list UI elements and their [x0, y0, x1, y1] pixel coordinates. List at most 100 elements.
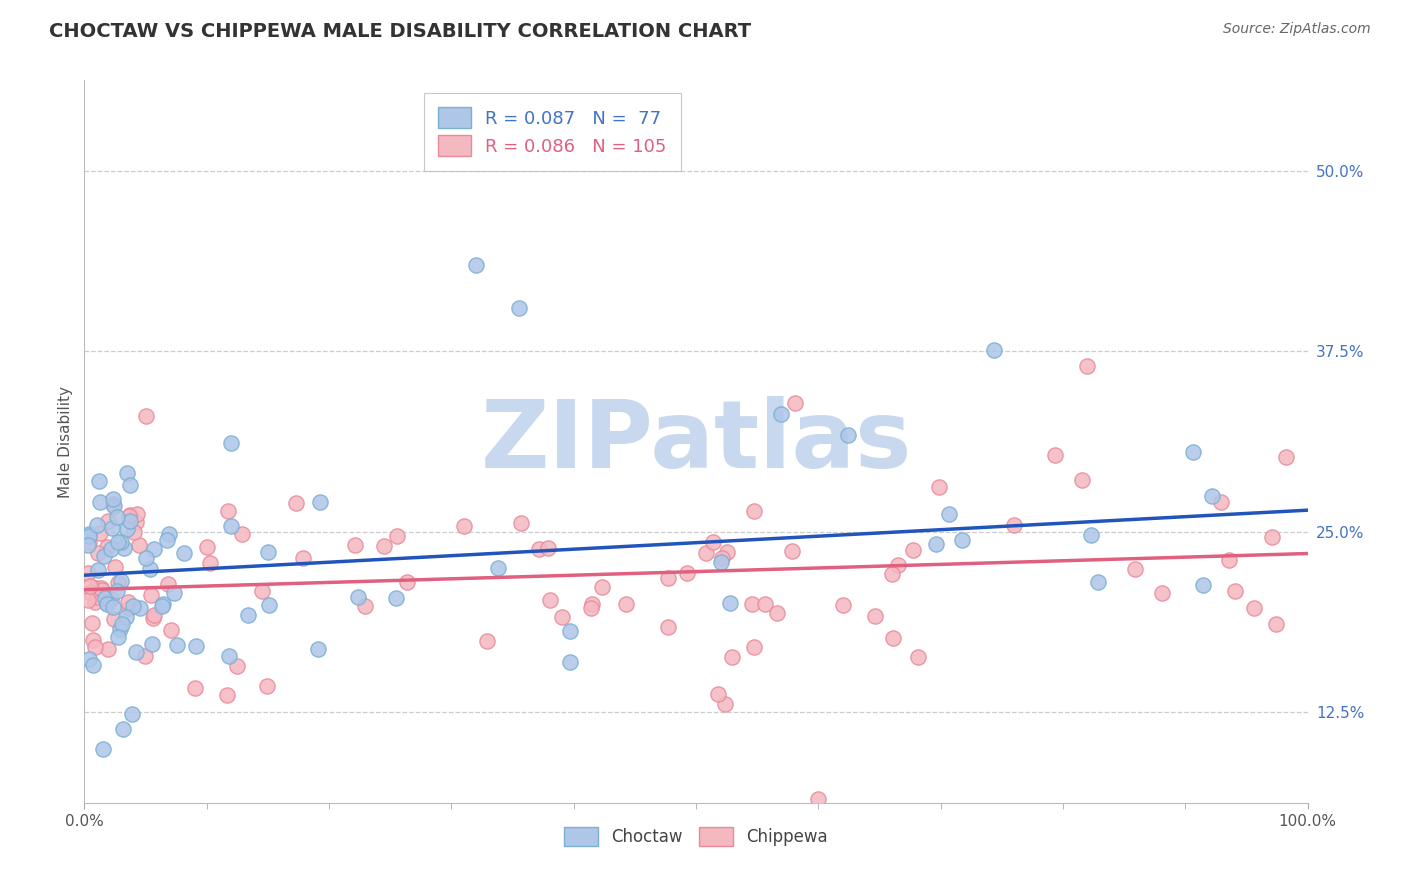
Point [882, 567, 904, 582]
Point [93, 742, 115, 756]
Point [118, 509, 141, 524]
Point [221, 519, 243, 533]
Point [702, 535, 724, 549]
Point [82, 632, 104, 647]
Point [94, 595, 117, 609]
Point [96, 597, 118, 611]
Point [90, 581, 112, 595]
Point [558, 624, 581, 638]
Point [101, 600, 124, 615]
Point [831, 598, 853, 612]
Point [77, 652, 100, 666]
Point [558, 655, 581, 669]
Point [676, 566, 699, 580]
Point [117, 594, 139, 608]
Point [706, 687, 728, 701]
Point [780, 544, 803, 558]
Point [157, 527, 180, 541]
Point [1080, 527, 1102, 541]
Point [100, 542, 122, 557]
Point [103, 499, 125, 513]
Point [1211, 495, 1233, 509]
Point [129, 600, 152, 615]
Point [134, 648, 156, 663]
Point [1076, 359, 1098, 373]
Point [591, 580, 613, 594]
Point [217, 504, 239, 518]
Point [716, 544, 738, 558]
Point [695, 546, 717, 560]
Point [713, 697, 735, 711]
Point [938, 507, 960, 521]
Point [925, 537, 948, 551]
Point [863, 609, 886, 624]
Point [218, 649, 240, 664]
Point [950, 533, 973, 548]
Point [101, 491, 124, 506]
Point [91, 583, 114, 598]
Point [89, 495, 111, 509]
Point [83, 640, 105, 654]
Point [581, 600, 603, 615]
Point [110, 535, 132, 549]
Point [111, 722, 134, 736]
Point [108, 622, 131, 636]
Point [77, 593, 100, 607]
Point [103, 612, 125, 626]
Text: ZIPatlas: ZIPatlas [481, 395, 911, 488]
Legend: Choctaw, Chippewa: Choctaw, Chippewa [554, 817, 838, 856]
Point [231, 526, 253, 541]
Point [173, 546, 195, 560]
Point [97, 514, 120, 528]
Point [159, 623, 181, 637]
Point [742, 640, 765, 655]
Point [86, 590, 108, 604]
Point [89, 525, 111, 540]
Point [887, 558, 910, 573]
Point [250, 583, 273, 598]
Point [122, 524, 145, 539]
Point [1223, 584, 1246, 599]
Point [581, 597, 603, 611]
Point [156, 533, 179, 547]
Point [509, 516, 531, 530]
Point [142, 611, 165, 625]
Point [1043, 448, 1066, 462]
Point [907, 649, 929, 664]
Point [464, 258, 486, 272]
Point [657, 620, 679, 634]
Point [141, 636, 163, 650]
Point [94, 591, 117, 606]
Point [142, 541, 165, 556]
Point [82, 616, 104, 631]
Point [551, 610, 574, 624]
Point [308, 495, 330, 509]
Point [96, 541, 118, 555]
Point [783, 396, 806, 410]
Point [135, 409, 157, 424]
Point [118, 601, 141, 615]
Point [343, 538, 366, 552]
Point [720, 650, 742, 665]
Point [256, 545, 278, 559]
Point [118, 477, 141, 491]
Point [77, 528, 100, 542]
Point [1071, 473, 1094, 487]
Point [143, 607, 166, 622]
Point [882, 631, 904, 645]
Point [163, 586, 186, 600]
Point [101, 521, 124, 535]
Point [141, 588, 163, 602]
Point [104, 560, 127, 574]
Point [125, 644, 148, 658]
Point [105, 510, 128, 524]
Point [1243, 600, 1265, 615]
Point [1275, 450, 1298, 464]
Point [107, 630, 129, 644]
Point [121, 706, 143, 721]
Point [1152, 586, 1174, 600]
Point [107, 534, 129, 549]
Point [83, 595, 105, 609]
Point [742, 503, 765, 517]
Point [150, 599, 173, 613]
